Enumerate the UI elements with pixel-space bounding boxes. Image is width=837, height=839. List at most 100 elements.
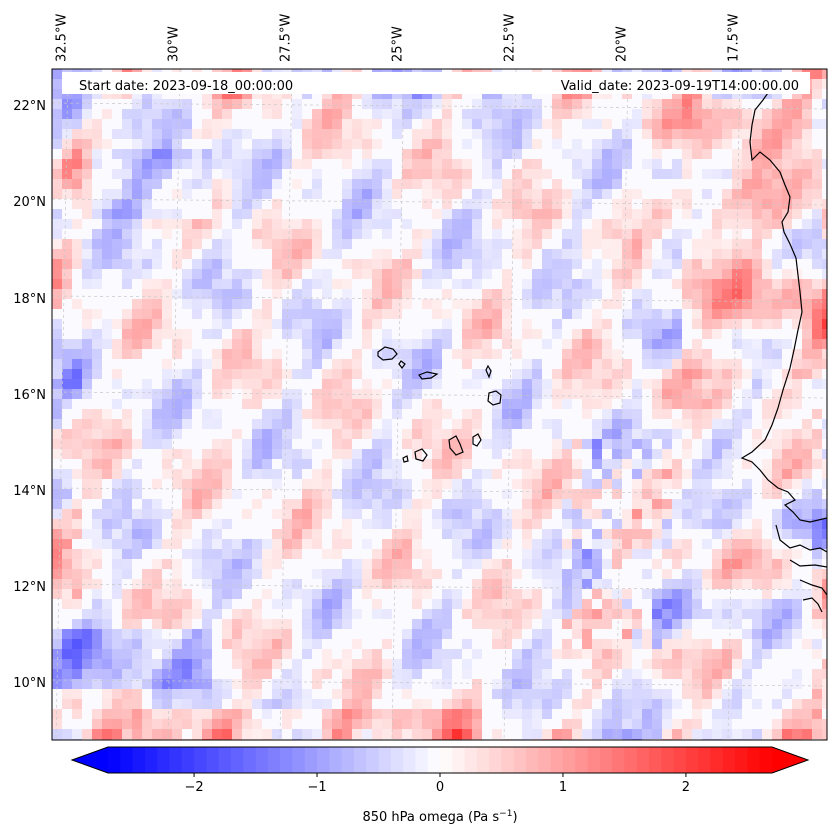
field-cell <box>282 669 292 679</box>
field-cell <box>382 339 392 349</box>
field-cell <box>332 109 342 119</box>
field-cell <box>802 249 812 259</box>
field-cell <box>732 649 742 659</box>
field-cell <box>302 259 312 269</box>
field-cell <box>392 269 402 279</box>
field-cell <box>52 649 62 659</box>
field-cell <box>312 499 322 509</box>
field-cell <box>612 729 622 739</box>
field-cell <box>432 679 442 689</box>
field-cell <box>342 369 352 379</box>
field-cell <box>242 559 252 569</box>
field-cell <box>92 439 102 449</box>
field-cell <box>752 349 762 359</box>
field-cell <box>642 639 652 649</box>
field-cell <box>72 499 82 509</box>
field-cell <box>532 359 542 369</box>
field-cell <box>162 679 172 689</box>
field-cell <box>242 509 252 519</box>
field-cell <box>732 529 742 539</box>
field-cell <box>282 149 292 159</box>
field-cell <box>772 99 782 109</box>
field-cell <box>532 209 542 219</box>
field-cell <box>102 499 112 509</box>
field-cell <box>52 289 62 299</box>
field-cell <box>662 259 672 269</box>
field-cell <box>682 119 692 129</box>
field-cell <box>652 629 662 639</box>
field-cell <box>632 719 642 729</box>
field-cell <box>522 319 532 329</box>
field-cell <box>252 339 262 349</box>
field-cell <box>242 679 252 689</box>
field-cell <box>372 299 382 309</box>
field-cell <box>522 699 532 709</box>
field-cell <box>322 499 332 509</box>
field-cell <box>202 179 212 189</box>
field-cell <box>592 269 602 279</box>
field-cell <box>472 699 482 709</box>
field-cell <box>582 499 592 509</box>
field-cell <box>792 629 802 639</box>
field-cell <box>622 599 632 609</box>
field-cell <box>732 299 742 309</box>
field-cell <box>132 529 142 539</box>
field-cell <box>172 669 182 679</box>
field-cell <box>172 579 182 589</box>
field-cell <box>642 239 652 249</box>
field-cell <box>542 509 552 519</box>
colorbar-cell <box>673 747 687 773</box>
field-cell <box>332 579 342 589</box>
field-cell <box>302 729 312 739</box>
field-cell <box>752 309 762 319</box>
field-cell <box>812 369 822 379</box>
field-cell <box>162 299 172 309</box>
field-cell <box>492 519 502 529</box>
field-cell <box>802 329 812 339</box>
field-cell <box>812 289 822 299</box>
field-cell <box>592 309 602 319</box>
field-cell <box>702 109 712 119</box>
field-cell <box>442 189 452 199</box>
field-cell <box>82 319 92 329</box>
field-cell <box>622 709 632 719</box>
field-cell <box>262 309 272 319</box>
field-cell <box>492 689 502 699</box>
field-cell <box>252 379 262 389</box>
field-cell <box>572 369 582 379</box>
field-cell <box>262 669 272 679</box>
field-cell <box>242 689 252 699</box>
field-cell <box>702 539 712 549</box>
field-cell <box>212 379 222 389</box>
field-cell <box>522 249 532 259</box>
field-cell <box>572 139 582 149</box>
field-cell <box>352 479 362 489</box>
field-cell <box>592 399 602 409</box>
field-cell <box>192 689 202 699</box>
field-cell <box>52 219 62 229</box>
field-cell <box>72 519 82 529</box>
field-cell <box>522 549 532 559</box>
field-cell <box>112 659 122 669</box>
field-cell <box>642 99 652 109</box>
field-cell <box>632 699 642 709</box>
field-cell <box>152 409 162 419</box>
field-cell <box>302 459 312 469</box>
field-cell <box>822 319 827 329</box>
field-cell <box>82 259 92 269</box>
field-cell <box>432 399 442 409</box>
field-cell <box>192 569 202 579</box>
colorbar-label-close: ) <box>512 810 517 825</box>
field-cell <box>232 639 242 649</box>
field-cell <box>762 569 772 579</box>
field-cell <box>682 489 692 499</box>
field-cell <box>112 479 122 489</box>
field-cell <box>572 569 582 579</box>
field-cell <box>702 129 712 139</box>
field-cell <box>312 309 322 319</box>
field-cell <box>72 659 82 669</box>
field-cell <box>602 529 612 539</box>
field-cell <box>732 559 742 569</box>
field-cell <box>812 69 822 79</box>
field-cell <box>172 249 182 259</box>
